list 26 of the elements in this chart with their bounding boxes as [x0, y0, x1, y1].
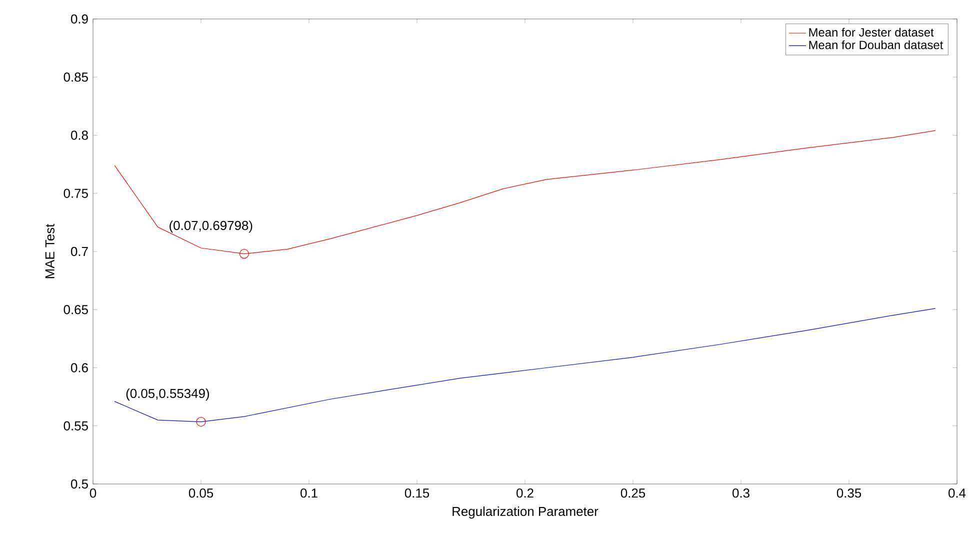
- legend-label: Mean for Douban dataset: [809, 40, 944, 50]
- x-tick-label: 0.35: [836, 488, 862, 498]
- y-tick-label: 0.6: [70, 363, 88, 372]
- annotation: (0.05,0.55349): [126, 388, 210, 401]
- y-tick-label: 0.65: [64, 305, 88, 314]
- y-tick-label: 0.55: [64, 421, 88, 430]
- y-tick-label: 0.7: [70, 246, 88, 256]
- y-tick-label: 0.85: [64, 72, 88, 82]
- line-series: [114, 130, 936, 254]
- annotation: (0.07,0.69798): [170, 220, 252, 233]
- y-tick-label: 0.5: [70, 479, 88, 489]
- y-tick-label: 0.8: [70, 130, 88, 140]
- x-tick-label: 0.25: [620, 488, 646, 498]
- x-tick-label: 0.05: [188, 488, 214, 498]
- y-tick-label: 0.75: [64, 188, 88, 198]
- x-tick-label: 0.15: [404, 488, 430, 498]
- y-tick-label: 0.9: [70, 14, 88, 24]
- legend-label: Mean for Jester dataset: [809, 28, 934, 37]
- y-axis-title: MAE Test: [45, 224, 54, 278]
- x-tick-label: 0.2: [516, 488, 534, 498]
- x-tick-label: 0.1: [300, 488, 318, 498]
- x-tick-label: 0.4: [948, 488, 966, 498]
- x-tick-label: 0: [90, 488, 96, 498]
- x-tick-label: 0.3: [732, 488, 750, 498]
- x-axis-title: Regularization Parameter: [452, 506, 598, 519]
- line-series: [114, 308, 936, 422]
